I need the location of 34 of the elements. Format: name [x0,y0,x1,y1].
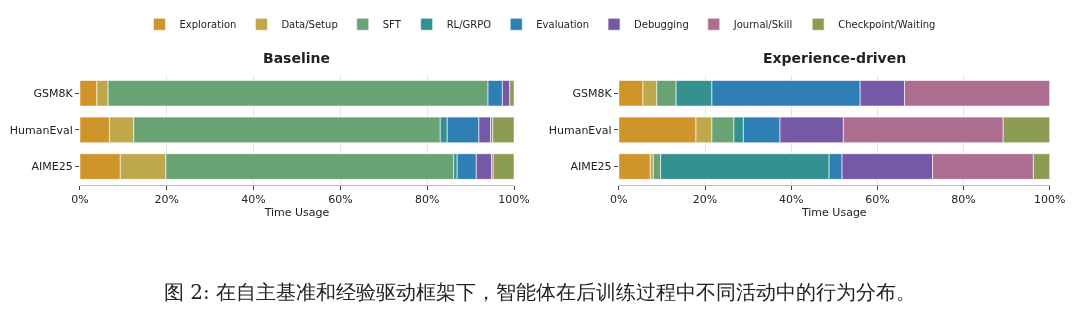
y-tick-label: GSM8K [33,87,74,101]
x-tick-label: 20% [154,193,179,207]
bar [492,116,515,144]
y-tick-label: HumanEval [9,123,73,137]
legend-label: Data/Setup [281,19,338,31]
legend-label: Exploration [179,19,237,31]
legend-label: SFT [382,19,402,31]
x-tick-label: 60% [865,193,890,207]
chart-title: Baseline [263,50,331,66]
bar [618,153,651,180]
x-tick-label: 40% [241,193,266,207]
x-tick-label: 0% [71,193,89,207]
legend-label: RL/GRPO [446,19,492,31]
chart-title: Experience-driven [763,50,907,66]
legend-label: Journal/Skill [732,19,793,31]
x-axis-title: Time Usage [800,206,867,220]
legend-label: Checkpoint/Waiting [838,19,936,31]
x-tick-label: 20% [692,193,718,207]
x-tick-label: 40% [778,193,804,207]
bar [492,153,515,180]
x-axis-title: Time Usage [263,206,330,220]
y-tick-label: AIME25 [570,160,612,174]
x-tick-label: 80% [951,193,976,207]
y-tick-label: GSM8K [572,87,613,101]
x-tick-label: 60% [328,193,353,207]
legend-label: Debugging [634,19,689,31]
y-tick-label: AIME25 [31,160,73,174]
caption: 图 2: 在自主基准和经验驱动框架下，智能体在后训练过程中不同活动中的行为分布。 [164,280,917,304]
x-tick-label: 80% [415,193,440,207]
x-tick-label: 0% [610,193,628,207]
x-tick-label: 100% [1034,193,1066,207]
x-tick-label: 100% [498,193,530,207]
legend-label: Evaluation [536,19,590,31]
y-tick-label: HumanEval [548,123,612,137]
